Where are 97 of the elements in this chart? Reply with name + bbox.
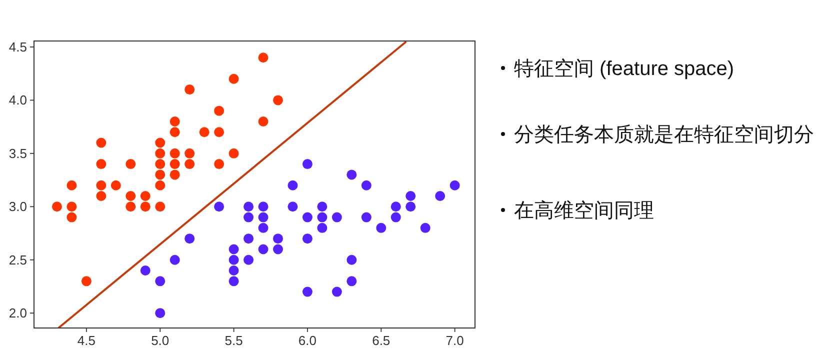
point (244, 234, 254, 244)
point (317, 202, 328, 212)
point (96, 180, 106, 190)
point (170, 254, 180, 265)
point (126, 159, 136, 170)
point (361, 180, 372, 190)
point (228, 276, 239, 286)
point (302, 212, 312, 222)
point (52, 202, 62, 212)
point (228, 254, 239, 265)
point (140, 266, 150, 276)
point (420, 222, 430, 233)
point (302, 159, 312, 170)
y-tick-label: 3.5 (8, 146, 27, 161)
y-tick-label: 3.0 (8, 199, 27, 214)
point (155, 170, 166, 180)
point (170, 127, 180, 138)
point (258, 116, 268, 126)
point (155, 159, 166, 170)
point (406, 190, 416, 201)
point (288, 202, 298, 212)
point (258, 52, 268, 63)
y-tick-label: 2.5 (8, 252, 27, 268)
point (184, 148, 195, 158)
point (346, 276, 357, 286)
point (244, 212, 254, 222)
point (155, 202, 166, 212)
point (184, 234, 195, 244)
point (376, 222, 386, 233)
point (258, 212, 268, 222)
point (228, 74, 239, 84)
point (317, 222, 328, 233)
point (155, 148, 166, 158)
point (170, 116, 180, 126)
point (66, 180, 77, 190)
point (332, 286, 342, 297)
point (170, 170, 180, 180)
point (273, 234, 283, 244)
text: 特征空间 (feature space) (514, 58, 734, 80)
point (214, 159, 224, 170)
x-tick-label: 6.0 (298, 333, 317, 348)
point (258, 222, 268, 233)
point (81, 276, 92, 286)
text: 分类任务本质就是在特征空间切分 (514, 124, 814, 146)
point (155, 308, 166, 318)
point (96, 159, 106, 170)
x-tick-label: 7.0 (446, 333, 464, 348)
point (361, 212, 372, 222)
point (66, 212, 77, 222)
point (450, 180, 460, 190)
point (302, 286, 312, 297)
x-tick-label: 4.5 (77, 333, 96, 348)
point (390, 202, 401, 212)
point (288, 180, 298, 190)
point (184, 159, 195, 170)
point (184, 84, 195, 95)
point (214, 106, 224, 116)
point (126, 202, 136, 212)
point (273, 244, 283, 254)
point (244, 202, 254, 212)
y-tick-label: 4.0 (8, 92, 27, 108)
point (228, 244, 239, 254)
point (317, 212, 328, 222)
point (390, 212, 401, 222)
point (346, 254, 357, 265)
point (170, 159, 180, 170)
x-tick-label: 5.0 (151, 333, 170, 348)
point (406, 202, 416, 212)
point (258, 202, 268, 212)
x-tick-label: 5.5 (224, 333, 243, 348)
point (96, 138, 106, 148)
point (332, 212, 342, 222)
point (155, 138, 166, 148)
point (258, 244, 268, 254)
point (228, 266, 239, 276)
point (155, 180, 166, 190)
point (346, 170, 357, 180)
point (228, 148, 239, 158)
point (273, 95, 283, 106)
point (140, 202, 150, 212)
point (302, 234, 312, 244)
point (214, 127, 224, 138)
x-tick-label: 6.5 (372, 333, 390, 348)
point (435, 190, 446, 201)
point (199, 127, 210, 138)
point (96, 190, 106, 201)
point (170, 148, 180, 158)
point (66, 202, 77, 212)
point (155, 276, 166, 286)
point (214, 202, 224, 212)
point (140, 190, 150, 201)
text: 在高维空间同理 (514, 199, 654, 222)
point (244, 254, 254, 265)
point (126, 190, 136, 201)
y-tick-label: 4.5 (8, 39, 27, 54)
y-tick-label: 2.0 (8, 306, 27, 321)
point (110, 180, 121, 190)
